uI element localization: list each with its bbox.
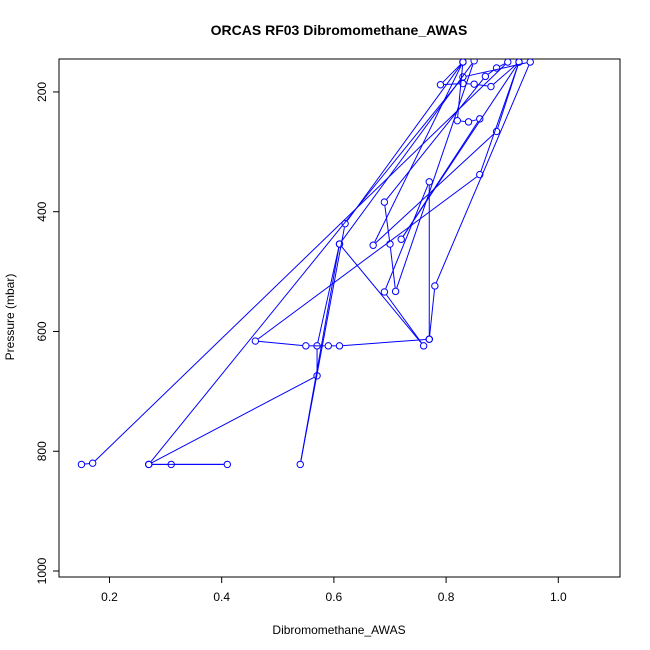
series-line-segment: [396, 64, 474, 289]
data-point: [487, 82, 495, 91]
data-point: [515, 59, 523, 66]
data-point: [464, 118, 473, 126]
data-point: [459, 73, 467, 81]
data-point: [380, 288, 389, 296]
series-line-segment: [343, 339, 426, 347]
series-line-segment: [151, 377, 315, 464]
series-line-segment: [389, 247, 396, 288]
series-line-segment: [480, 65, 519, 172]
x-tick-label: 0.6: [326, 590, 343, 604]
data-point: [386, 240, 394, 248]
series-line-segment: [402, 64, 518, 237]
y-tick-label: 400: [35, 201, 49, 221]
data-point: [88, 459, 97, 467]
series-line-segment: [346, 64, 462, 222]
x-tick-label: 0.2: [101, 590, 118, 604]
series-points: [77, 59, 534, 469]
x-tick-label: 1.0: [550, 590, 567, 604]
data-point: [492, 127, 501, 136]
y-axis-label: Pressure (mbar): [3, 274, 17, 361]
series-line-segment: [477, 84, 488, 87]
series-line-segment: [384, 205, 391, 241]
series-line-segment: [466, 62, 527, 77]
series-line-segment: [257, 176, 478, 340]
y-tick-label: 800: [35, 441, 49, 461]
data-point: [431, 282, 439, 290]
data-point: [313, 372, 321, 380]
data-point: [335, 240, 344, 248]
series-line-segment: [429, 289, 435, 336]
series-line-segment: [386, 78, 484, 200]
data-point: [380, 198, 389, 206]
data-point: [296, 460, 304, 469]
x-axis-label: Dibromomethane_AWAS: [272, 623, 405, 637]
data-point: [223, 460, 232, 469]
data-point: [77, 460, 86, 469]
series-line-segment: [317, 247, 340, 343]
x-tick-label: 0.4: [213, 590, 230, 604]
data-point: [324, 342, 332, 350]
data-point: [492, 64, 501, 72]
y-tick-label: 600: [35, 321, 49, 341]
data-point: [481, 72, 490, 81]
chart-title: ORCAS RF03 Dibromomethane_AWAS: [211, 22, 468, 38]
data-point: [302, 342, 310, 350]
data-point: [145, 460, 153, 469]
data-point: [341, 219, 349, 228]
series-line-segment: [471, 119, 477, 122]
y-tick-label: 200: [35, 82, 49, 102]
series-line-segment: [493, 63, 517, 85]
data-point: [459, 59, 467, 66]
data-point: [476, 115, 484, 123]
data-point: [425, 335, 433, 343]
series-line-segment: [386, 294, 422, 344]
series-line-segment: [374, 65, 462, 243]
series-line-segment: [300, 227, 345, 461]
data-point: [369, 241, 377, 249]
data-point: [470, 59, 478, 65]
data-point: [470, 80, 478, 88]
data-point: [436, 81, 445, 89]
data-point: [397, 235, 405, 243]
data-point: [167, 460, 175, 469]
series-line-segment: [442, 64, 461, 83]
series-line-segment: [499, 63, 505, 67]
series-line-segment: [94, 64, 506, 462]
x-axis: 0.2 0.4 0.6 0.8 1.0: [101, 577, 567, 604]
data-point: [251, 337, 260, 345]
data-point: [391, 287, 400, 296]
data-point: [526, 59, 534, 66]
series-line-segment: [150, 79, 462, 462]
series-line-segment: [385, 184, 429, 289]
x-tick-label: 0.8: [438, 590, 455, 604]
data-point: [453, 116, 462, 125]
data-point: [504, 59, 512, 66]
series-line-segment: [258, 340, 303, 347]
plot-frame: [58, 58, 621, 578]
y-axis: 200 400 600 800 1000: [35, 82, 59, 584]
y-tick-label: 1000: [35, 557, 49, 584]
series-line-segment: [341, 246, 422, 344]
data-point: [419, 342, 428, 350]
data-point: [335, 342, 344, 350]
data-point: [425, 178, 433, 186]
data-point: [313, 342, 321, 350]
data-point: [476, 170, 484, 179]
